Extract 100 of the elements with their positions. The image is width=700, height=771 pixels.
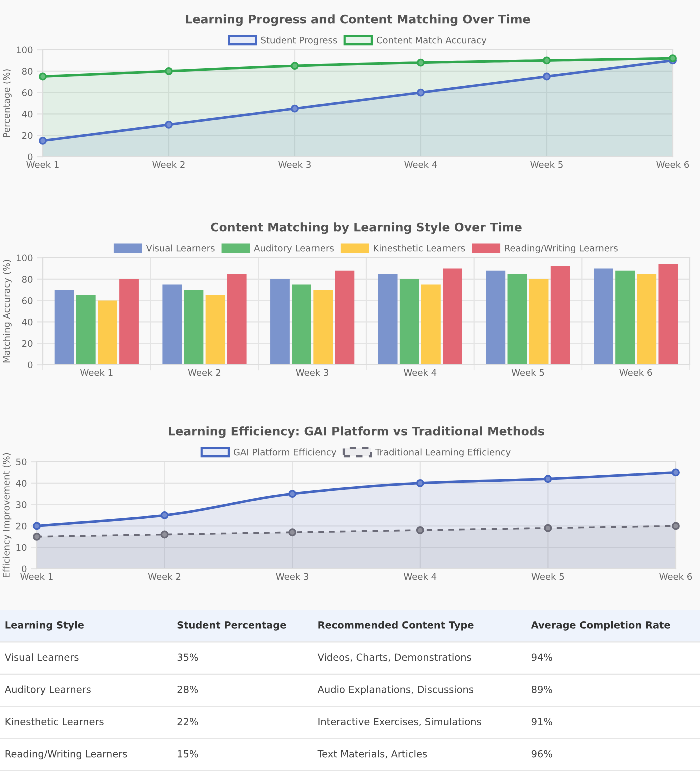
- y-tick-label: 20: [16, 522, 27, 530]
- bar: [270, 279, 290, 365]
- legend-label: Traditional Learning Efficiency: [376, 448, 511, 458]
- legend-label: Content Match Accuracy: [376, 36, 487, 46]
- chart-title: Learning Efficiency: GAI Platform vs Traditional Methods: [169, 426, 544, 438]
- x-tick-label: Week 4: [404, 573, 437, 580]
- text: 15%: [178, 750, 198, 758]
- text: Videos, Charts, Demonstrations: [318, 654, 472, 662]
- category-label: Student Percentage: [178, 621, 286, 631]
- text: 28%: [178, 686, 198, 694]
- x-tick-label: Week 5: [512, 369, 544, 376]
- bar: [529, 279, 549, 365]
- y-tick-label: 20: [22, 132, 33, 140]
- point: [291, 104, 299, 113]
- point: [672, 522, 680, 530]
- text: 96%: [532, 750, 552, 758]
- bar: [162, 284, 182, 365]
- point: [543, 56, 551, 65]
- x-tick-label: Week 3: [276, 573, 309, 580]
- y-axis-title: Percentage (%): [3, 70, 12, 138]
- y-axis-title: Efficiency Improvement (%): [2, 453, 12, 578]
- y-axis-title: Matching Accuracy (%): [3, 260, 12, 363]
- point: [33, 532, 41, 541]
- y-tick-label: 80: [22, 276, 33, 283]
- bar: [550, 266, 570, 365]
- y-tick-label: 0: [22, 566, 27, 573]
- bar: [400, 279, 420, 365]
- x-tick-label: Week 5: [530, 161, 563, 168]
- bar: [637, 274, 657, 365]
- bar: [378, 274, 398, 365]
- y-tick-label: 60: [22, 298, 33, 304]
- y-tick-label: 80: [22, 68, 33, 75]
- point: [288, 528, 297, 537]
- legend-label: Visual Learners: [146, 244, 215, 252]
- text: 35%: [178, 654, 198, 662]
- y-tick-label: 40: [16, 480, 27, 487]
- point: [160, 512, 169, 520]
- x-tick-label: Week 3: [296, 369, 329, 376]
- point: [165, 120, 173, 129]
- bar: [616, 270, 636, 365]
- bar: [508, 274, 528, 365]
- point: [288, 490, 297, 498]
- bar: [421, 284, 441, 365]
- text: Auditory Learners: [4, 686, 91, 696]
- legend-label: GAI Platform Efficiency: [234, 448, 336, 458]
- point: [544, 475, 552, 484]
- text: Reading/Writing Learners: [6, 750, 128, 760]
- bar: [594, 268, 614, 365]
- category-label: Learning Style: [6, 621, 84, 631]
- bar: [184, 290, 204, 365]
- bar: [658, 264, 678, 365]
- y-tick-label: 10: [16, 544, 27, 552]
- y-tick-label: 0: [28, 362, 33, 369]
- text: 94%: [532, 654, 552, 662]
- y-tick-label: 30: [16, 502, 27, 508]
- y-tick-label: 60: [22, 90, 33, 96]
- x-tick-label: Week 1: [80, 369, 113, 376]
- y-tick-label: 40: [22, 318, 33, 326]
- y-tick-label: 0: [28, 154, 33, 161]
- point: [544, 524, 552, 532]
- point: [417, 58, 425, 67]
- bar: [206, 295, 226, 365]
- text: Visual Learners: [4, 654, 79, 662]
- x-tick-label: Week 1: [20, 573, 53, 580]
- point: [417, 88, 425, 97]
- text: Kinesthetic Learners: [6, 718, 104, 726]
- text: Audio Explanations, Discussions: [318, 686, 474, 696]
- bar: [54, 290, 74, 365]
- chart-title: Learning Progress and Content Matching Over Time: [186, 14, 530, 26]
- x-tick-label: Week 2: [148, 573, 181, 580]
- x-tick-label: Week 6: [660, 573, 692, 580]
- point: [543, 72, 551, 81]
- x-tick-label: Week 6: [656, 161, 690, 168]
- bar: [486, 270, 506, 365]
- point: [291, 62, 299, 70]
- point: [416, 526, 424, 534]
- bar: [227, 274, 247, 365]
- legend-label: Student Progress: [261, 36, 338, 46]
- y-tick-label: 100: [17, 46, 33, 54]
- x-tick-label: Week 6: [620, 369, 652, 376]
- x-tick-label: Week 2: [152, 161, 185, 168]
- text: 91%: [532, 718, 552, 726]
- y-tick-label: 20: [22, 340, 33, 348]
- text: 22%: [178, 718, 198, 726]
- y-tick-label: 50: [16, 458, 27, 466]
- point: [160, 530, 169, 539]
- bar: [98, 300, 118, 365]
- point: [165, 67, 173, 76]
- legend-label: Kinesthetic Learners: [374, 244, 466, 252]
- bar: [443, 268, 462, 365]
- category-label: Average Completion Rate: [531, 621, 670, 631]
- bar: [314, 290, 334, 365]
- x-tick-label: Week 4: [404, 369, 437, 376]
- point: [416, 479, 424, 488]
- category-label: Recommended Content Type: [318, 621, 474, 631]
- legend-label: Reading/Writing Learners: [505, 244, 618, 254]
- bar: [76, 295, 96, 365]
- chart-title: Content Matching by Learning Style Over Time: [211, 222, 522, 234]
- text: Text Materials, Articles: [318, 750, 428, 759]
- point: [672, 468, 680, 477]
